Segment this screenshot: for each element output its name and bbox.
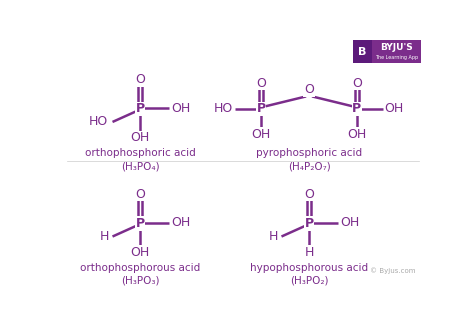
Text: OH: OH: [347, 128, 366, 141]
Text: O: O: [135, 188, 145, 201]
Text: OH: OH: [252, 128, 271, 141]
Text: O: O: [304, 188, 314, 201]
Text: pyrophosphoric acid: pyrophosphoric acid: [256, 148, 362, 158]
Text: HO: HO: [213, 102, 233, 115]
Text: BYJU'S: BYJU'S: [380, 43, 413, 52]
Text: OH: OH: [385, 102, 404, 115]
Text: P: P: [136, 217, 145, 230]
Text: orthophosphorous acid: orthophosphorous acid: [80, 263, 200, 272]
Text: P: P: [136, 102, 145, 115]
Text: OH: OH: [171, 102, 190, 115]
Text: P: P: [352, 102, 361, 115]
Text: O: O: [135, 73, 145, 86]
Text: (H₃PO₃): (H₃PO₃): [121, 276, 159, 286]
Text: O: O: [304, 83, 314, 96]
Text: (H₃PO₄): (H₃PO₄): [121, 161, 159, 171]
Text: O: O: [256, 77, 266, 90]
Text: OH: OH: [171, 216, 190, 229]
Text: O: O: [352, 77, 362, 90]
Text: (H₄P₂O₇): (H₄P₂O₇): [288, 161, 330, 171]
Text: H: H: [269, 230, 278, 243]
FancyBboxPatch shape: [353, 40, 421, 64]
Text: hypophosphorous acid: hypophosphorous acid: [250, 263, 368, 272]
Text: P: P: [304, 217, 314, 230]
Text: © Byjus.com: © Byjus.com: [370, 267, 416, 273]
FancyBboxPatch shape: [353, 40, 372, 64]
Text: H: H: [100, 230, 109, 243]
Text: HO: HO: [89, 115, 108, 128]
Text: B: B: [358, 46, 367, 56]
Text: H: H: [304, 246, 314, 259]
Text: orthophosphoric acid: orthophosphoric acid: [85, 148, 195, 158]
Text: OH: OH: [340, 216, 359, 229]
Text: OH: OH: [130, 131, 150, 144]
Text: The Learning App: The Learning App: [375, 55, 418, 60]
Text: (H₃PO₂): (H₃PO₂): [290, 276, 328, 286]
Text: OH: OH: [130, 246, 150, 259]
Text: P: P: [257, 102, 266, 115]
